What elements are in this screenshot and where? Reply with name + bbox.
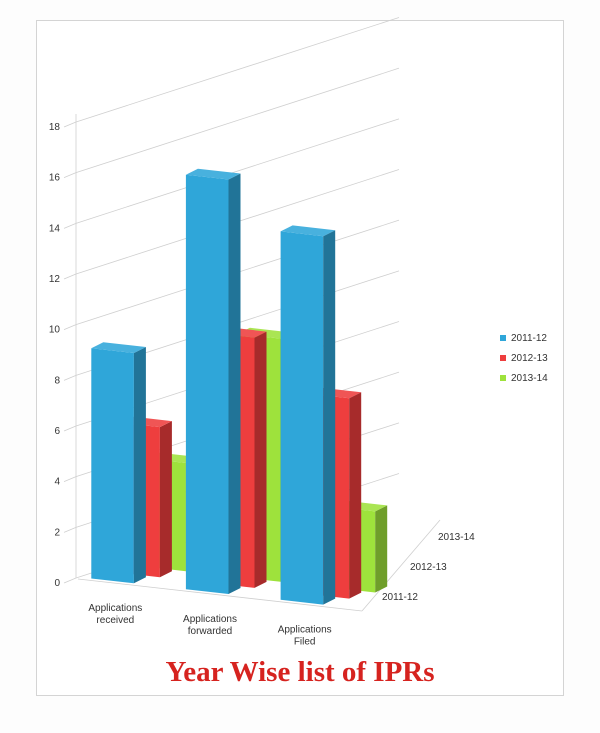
- bar-front: [91, 348, 134, 584]
- legend-label: 2012-13: [511, 353, 548, 364]
- bar-top: [91, 342, 146, 353]
- gridline: [75, 17, 400, 123]
- y-tick-label: 14: [49, 223, 61, 234]
- bar-side: [349, 392, 362, 599]
- depth-axis: [361, 519, 441, 612]
- depth-tick-label: 2012-13: [410, 562, 447, 573]
- tick-mark: [63, 172, 77, 179]
- legend-label: 2011-12: [511, 333, 547, 344]
- bar-side: [133, 347, 146, 584]
- bar-side: [323, 230, 336, 605]
- gridline: [75, 118, 400, 224]
- y-tick-label: 8: [54, 375, 60, 386]
- tick-mark: [63, 476, 77, 483]
- tick-mark: [63, 374, 77, 381]
- x-axis: [77, 578, 363, 612]
- bar-front: [280, 231, 324, 605]
- bar-top: [185, 168, 241, 180]
- legend-swatch: [500, 355, 506, 361]
- y-tick-label: 4: [54, 477, 60, 488]
- bar-top: [280, 225, 336, 237]
- x-tick-label: Applications: [183, 614, 237, 625]
- legend-swatch: [500, 335, 506, 341]
- tick-mark: [63, 577, 77, 584]
- y-tick-label: 6: [54, 426, 60, 437]
- depth-tick-label: 2013-14: [438, 532, 475, 543]
- x-tick-label: forwarded: [188, 626, 232, 637]
- tick-mark: [63, 526, 77, 533]
- tick-mark: [63, 273, 77, 280]
- y-tick-label: 10: [49, 325, 61, 336]
- x-tick-label: Applications: [88, 603, 142, 614]
- bar-side: [228, 173, 241, 594]
- x-tick-label: Applications: [278, 625, 332, 636]
- gridline: [75, 67, 400, 174]
- legend-swatch: [500, 375, 506, 381]
- y-tick-label: 16: [49, 173, 61, 184]
- tick-mark: [63, 222, 77, 229]
- y-tick-label: 12: [49, 274, 61, 285]
- depth-tick-label: 2011-12: [382, 592, 418, 603]
- y-tick-label: 18: [49, 122, 61, 133]
- bar-front: [185, 174, 229, 594]
- legend-label: 2013-14: [511, 373, 548, 384]
- tick-mark: [63, 121, 77, 128]
- bar-side: [254, 331, 267, 588]
- y-tick-label: 0: [54, 578, 60, 589]
- chart-title: Year Wise list of IPRs: [165, 656, 435, 688]
- tick-mark: [63, 324, 77, 331]
- bar-side: [375, 505, 388, 593]
- bar-side: [159, 421, 172, 578]
- x-tick-label: Filed: [294, 637, 316, 648]
- x-tick-label: received: [96, 615, 134, 626]
- tick-mark: [63, 425, 77, 432]
- y-tick-label: 2: [54, 527, 60, 538]
